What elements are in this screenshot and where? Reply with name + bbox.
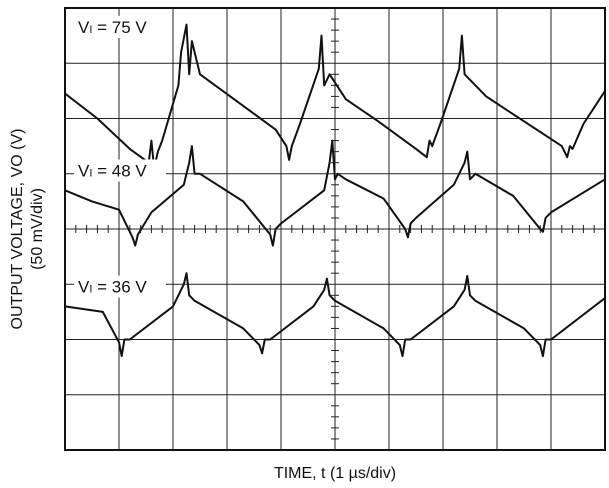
series-labels: VI = 75 V VI = 48 V VI = 36 V <box>74 15 166 298</box>
series-trace-3 <box>64 272 606 358</box>
traces <box>64 23 606 358</box>
graticule <box>65 8 605 450</box>
y-axis-unit-label: (50 mV/div) <box>29 188 46 270</box>
series-label-background <box>74 159 166 182</box>
series-label-background <box>74 275 166 298</box>
series-label-background <box>74 15 166 38</box>
y-axis-label-group: OUTPUT VOLTAGE, VO (V) (50 mV/div) <box>9 129 46 330</box>
series-trace-2 <box>64 139 606 247</box>
series-label-3: VI = 36 V <box>78 278 147 297</box>
x-axis-label: TIME, t (1 µs/div) <box>274 465 396 482</box>
y-axis-label: OUTPUT VOLTAGE, VO (V) <box>9 129 26 330</box>
series-trace-1 <box>64 23 606 170</box>
series-label-1: VI = 75 V <box>78 18 147 37</box>
plot-frame <box>64 7 606 451</box>
series-label-2: VI = 48 V <box>78 162 147 181</box>
